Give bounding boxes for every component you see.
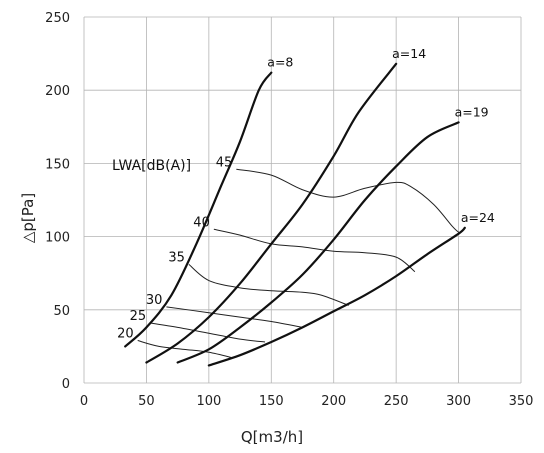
sound-level-label-30: 30	[146, 293, 163, 308]
fan-curve-a=19	[176, 121, 460, 364]
x-tick-label: 150	[259, 394, 284, 409]
sound-level-label-35: 35	[168, 250, 185, 265]
x-tick-label: 50	[138, 394, 155, 409]
x-tick-label: 300	[446, 394, 471, 409]
fan-curve-label-a=19: a=19	[455, 104, 489, 119]
x-tick-label: 250	[384, 394, 409, 409]
y-tick-label: 200	[45, 84, 70, 99]
y-tick-label: 150	[45, 157, 70, 172]
fan-curve-label-a=24: a=24	[461, 210, 495, 225]
fan-curve-a=24	[207, 226, 466, 367]
x-tick-label: 200	[321, 394, 346, 409]
sound-level-line-45	[236, 168, 459, 233]
tick-labels: 0 50 100 150 200 250 300 350 0 50 100 150 200 250	[45, 11, 533, 409]
sound-level-line-40	[213, 228, 416, 273]
x-tick-label: 100	[196, 394, 221, 409]
sound-level-label-25: 25	[130, 309, 147, 324]
sound-power-legend-label: LWA[dB(A)]	[112, 158, 191, 174]
x-tick-label: 350	[509, 394, 534, 409]
sound-level-line-25	[150, 322, 266, 343]
sound-level-label-45: 45	[216, 155, 233, 170]
sound-level-label-20: 20	[117, 327, 134, 342]
sound-level-line-20	[137, 340, 234, 359]
fan-curve-a=8	[124, 71, 273, 348]
fan-curve-label-a=8: a=8	[267, 55, 293, 70]
grid	[83, 16, 522, 384]
sound-level-label-40: 40	[193, 215, 210, 230]
sound-level-line-35	[188, 264, 349, 306]
sound-level-lines	[137, 168, 459, 359]
x-axis-title: Q[m3/h]	[241, 428, 303, 446]
y-tick-label: 0	[62, 377, 70, 392]
sound-level-line-30	[166, 306, 303, 328]
x-tick-label: 0	[80, 394, 88, 409]
fan-curve-a=14	[145, 62, 398, 364]
y-tick-label: 100	[45, 231, 70, 246]
fan-curves	[124, 62, 466, 367]
fan-curve-label-a=14: a=14	[392, 46, 426, 61]
y-tick-label: 250	[45, 11, 70, 26]
y-axis-title: △p[Pa]	[19, 193, 37, 243]
y-tick-label: 50	[53, 304, 70, 319]
